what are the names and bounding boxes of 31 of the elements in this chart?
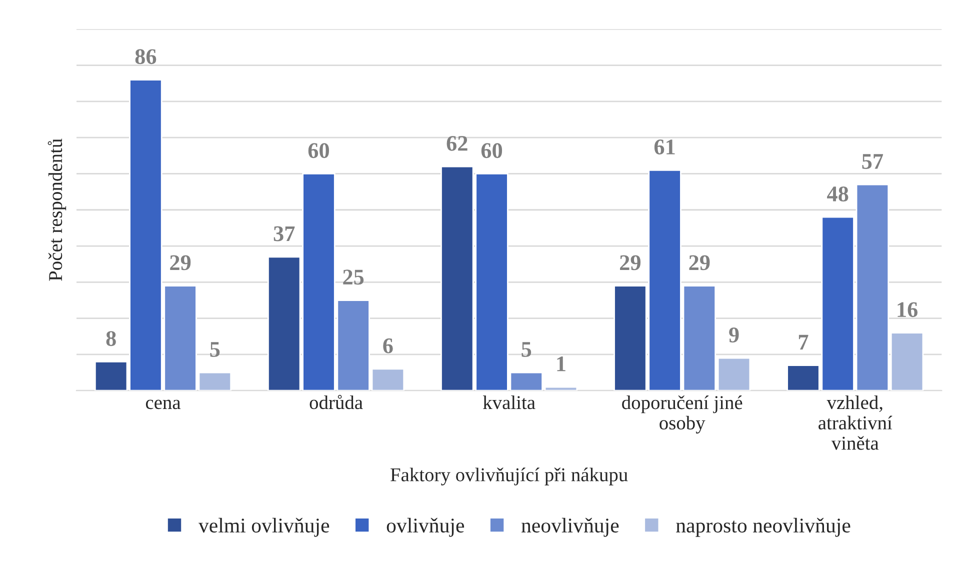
x-axis-title: Faktory ovlivňující při nákupu <box>390 468 628 486</box>
data-label: 6 <box>383 338 393 354</box>
data-label: 57 <box>862 154 884 169</box>
data-label: 60 <box>308 143 329 158</box>
x-tick-label: kvalita <box>482 395 536 410</box>
data-label: 5 <box>210 342 220 357</box>
y-axis-title: Počet respondentů <box>48 138 66 281</box>
data-label: 29 <box>620 255 641 270</box>
legend-label: ovlivňuje <box>386 518 464 537</box>
data-label: 1 <box>557 356 566 372</box>
legend-label: neovlivňuje <box>521 518 619 537</box>
data-label: 7 <box>798 334 808 350</box>
legend-label: velmi ovlivňuje <box>198 518 330 537</box>
x-tick-label: odrůda <box>310 394 363 410</box>
x-tick-label: vzhled, atraktivní viněta <box>818 395 892 450</box>
data-label: 48 <box>827 186 848 202</box>
data-label: 61 <box>654 140 675 154</box>
data-label: 16 <box>898 302 918 318</box>
x-tick-label: cena <box>146 400 181 410</box>
data-label: 9 <box>729 328 739 342</box>
legend-label: naprosto neovlivňuje <box>676 518 850 537</box>
data-label: 62 <box>446 136 468 151</box>
data-label: 60 <box>481 143 502 158</box>
data-label: 29 <box>170 255 191 270</box>
data-label: 29 <box>689 255 710 270</box>
data-label: 86 <box>135 49 156 64</box>
x-tick-label: doporučení jiné osoby <box>622 395 742 434</box>
data-label: 8 <box>106 331 116 346</box>
data-label: 37 <box>274 226 295 242</box>
data-label: 5 <box>522 342 532 357</box>
data-label: 25 <box>343 270 364 285</box>
